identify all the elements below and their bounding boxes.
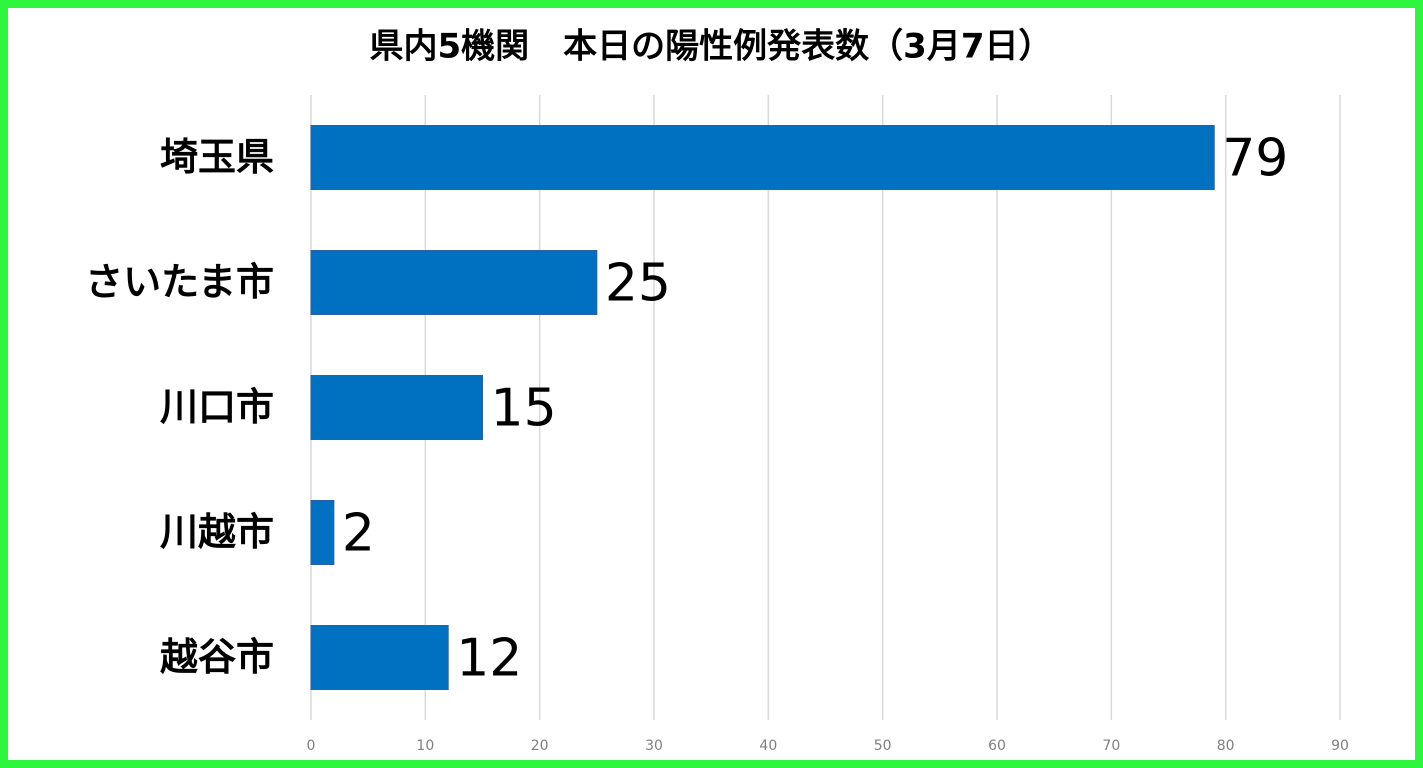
y-tick-label: 埼玉県 [160,135,274,179]
x-tick-label: 10 [416,738,434,754]
bar [310,250,598,315]
data-label: 79 [1222,129,1288,189]
y-tick-label: 川口市 [160,385,274,429]
data-label: 25 [605,254,671,314]
x-tick-label: 0 [307,738,316,754]
x-tick-label: 70 [1102,738,1120,754]
bar [310,500,335,565]
x-tick-label: 20 [531,738,549,754]
bar [310,625,449,690]
x-tick-label: 50 [874,738,892,754]
x-tick-label: 60 [988,738,1006,754]
x-tick-label: 30 [645,738,663,754]
y-tick-label: 川越市 [160,510,274,554]
x-tick-label: 90 [1331,738,1349,754]
bar [310,375,483,440]
chart-title: 県内5機関 本日の陽性例発表数（3月7日） [370,27,1053,67]
y-tick-label: さいたま市 [85,260,274,304]
y-tick-label: 越谷市 [160,635,274,679]
bar [310,125,1215,190]
x-tick-label: 40 [759,738,777,754]
data-label: 12 [456,629,522,689]
data-label: 15 [491,379,557,439]
data-label: 2 [342,504,375,564]
x-tick-label: 80 [1217,738,1235,754]
